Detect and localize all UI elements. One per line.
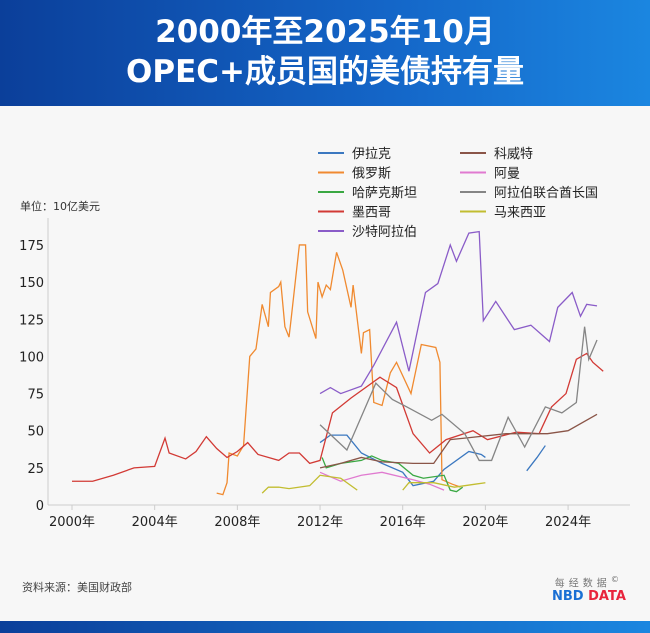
legend-label: 沙特阿拉伯 [352,225,417,240]
series-line-1 [216,244,461,496]
y-tick-label: 75 [27,388,44,403]
series-line-0 [319,434,486,487]
logo-data: DATA [588,589,626,605]
series-line-7 [319,326,598,462]
legend-label: 墨西哥 [352,206,391,221]
legend-label: 阿拉伯联合酋长国 [494,185,598,201]
x-tick-label: 2008年 [214,515,260,530]
legend-label: 阿曼 [494,167,520,182]
y-tick-label: 25 [27,462,44,477]
nbd-logo: 每经数据© NBD DATA [552,574,626,604]
y-tick-label: 150 [19,276,44,291]
logo-mark: © [610,574,624,584]
series-line-8 [261,474,358,494]
y-tick-label: 50 [27,425,44,440]
legend-label: 科威特 [494,147,533,162]
x-tick-label: 2012年 [297,515,343,530]
series-line-3 [72,352,604,482]
x-tick-label: 2016年 [380,515,426,530]
logo-nbd: NBD [552,589,584,605]
series-line-4 [319,230,598,395]
y-tick-label: 125 [19,313,44,328]
x-tick-label: 2000年 [49,515,95,530]
legend-label: 马来西亚 [494,206,546,221]
y-tick-label: 0 [36,499,44,514]
series-line-6 [319,471,445,491]
header-banner: 2000年至2025年10月 OPEC+成员国的美债持有量 [0,0,650,106]
y-tick-label: 100 [19,350,44,365]
series-line-8 [402,482,486,491]
y-tick-label: 175 [19,239,44,254]
title-line1: 2000年至2025年10月 [155,14,495,50]
source-note: 资料来源：美国财政部 [22,581,132,594]
unit-label: 单位：10亿美元 [20,200,100,213]
series-line-0 [526,445,546,472]
legend-label: 哈萨克斯坦 [352,186,417,201]
x-tick-label: 2024年 [545,515,591,530]
x-tick-label: 2020年 [462,515,508,530]
footer-bar [0,621,650,633]
series-line-5 [319,413,598,469]
legend-label: 伊拉克 [352,147,391,162]
title-line2: OPEC+成员国的美债持有量 [126,54,524,90]
logo-cn: 每经数据 [554,578,611,590]
legend-label: 俄罗斯 [352,167,391,182]
x-tick-label: 2004年 [132,515,178,530]
